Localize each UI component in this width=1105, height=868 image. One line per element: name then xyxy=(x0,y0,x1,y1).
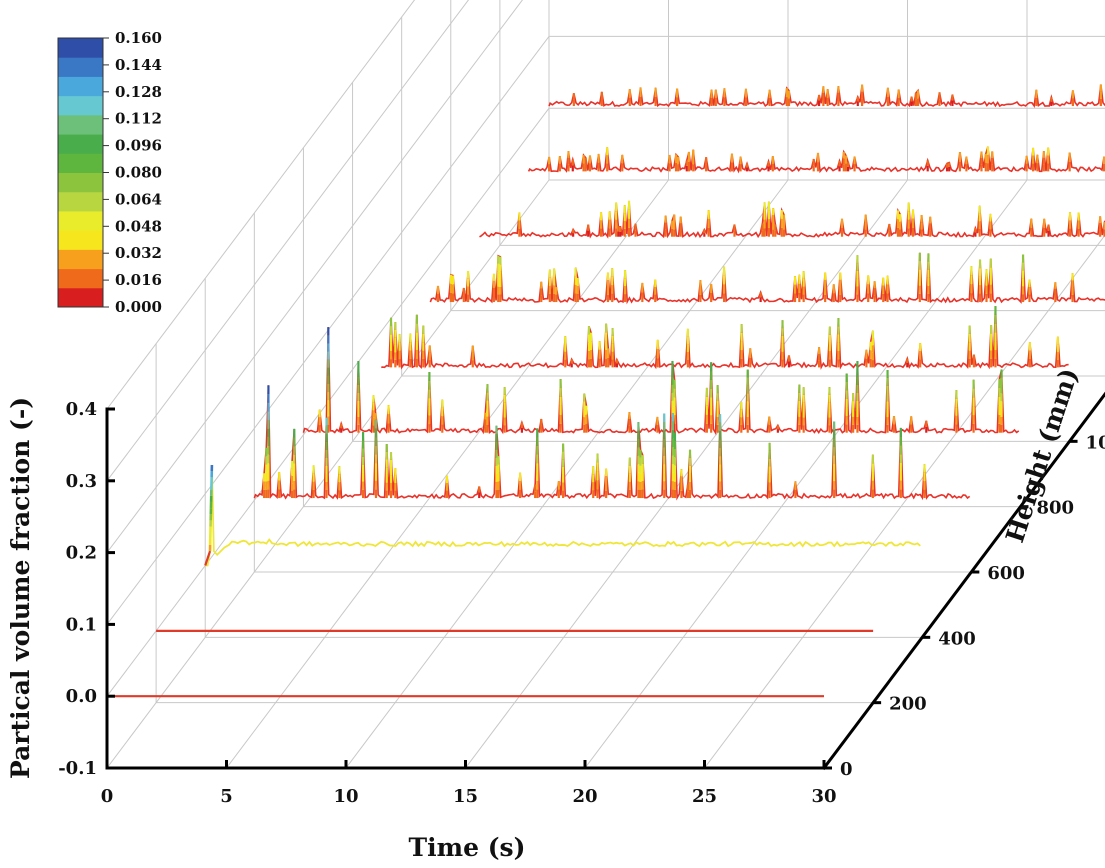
colorbar-label: 0.064 xyxy=(115,190,162,208)
series-600mm xyxy=(253,385,971,501)
series-1200mm xyxy=(429,252,1105,305)
z-tick-label: 800 xyxy=(1036,498,1074,519)
series-layer xyxy=(107,84,1105,698)
x-tick-label: 5 xyxy=(220,786,233,807)
colorbar-swatch xyxy=(58,38,103,58)
x-tick-label: 25 xyxy=(692,786,717,807)
x-tick-label: 30 xyxy=(811,786,836,807)
colorbar-swatch xyxy=(58,249,103,270)
series-1400mm xyxy=(479,200,1105,239)
series-line xyxy=(527,146,1105,174)
series-line xyxy=(479,200,1105,239)
colorbar-swatch xyxy=(58,268,103,289)
z-tick-label: 1000 xyxy=(1086,432,1105,453)
colorbar-swatch xyxy=(58,57,103,77)
series-line xyxy=(205,464,921,567)
series-1000mm xyxy=(381,306,1069,370)
series-line xyxy=(302,327,1020,436)
y-tick-label: 0.0 xyxy=(66,686,97,707)
z-tick-label: 200 xyxy=(889,694,927,715)
z-tick-label: 600 xyxy=(987,563,1025,584)
x-tick-label: 10 xyxy=(333,786,358,807)
colorbar-label: 0.000 xyxy=(115,298,162,316)
colorbar: 0.160 0.144 0.128 0.112 0.096 0.080 0.064 0.048… xyxy=(57,29,162,316)
colorbar-swatch xyxy=(58,191,103,212)
z-axis-title: Height (mm) xyxy=(1000,365,1084,547)
series-400mm xyxy=(204,464,921,567)
x-tick-label: 15 xyxy=(453,786,478,807)
colorbar-swatch xyxy=(58,210,103,231)
y-tick-label: -0.1 xyxy=(58,758,97,779)
y-tick-label: 0.4 xyxy=(66,399,97,420)
colorbar-label: 0.096 xyxy=(115,137,162,155)
y-tick-label: 0.1 xyxy=(66,614,97,635)
grid-layer xyxy=(106,0,1105,770)
colorbar-swatch xyxy=(58,230,103,250)
colorbar-label: 0.128 xyxy=(115,83,162,101)
series-1800mm xyxy=(548,84,1105,108)
colorbar-swatch xyxy=(58,95,103,116)
y-axis-title: Partical volume fraction (-) xyxy=(6,397,35,779)
floor-grid-line xyxy=(823,393,1105,769)
series-line xyxy=(381,306,1069,370)
colorbar-label: 0.112 xyxy=(115,110,162,128)
colorbar-label: 0.048 xyxy=(115,217,162,235)
colorbar-swatch xyxy=(58,76,103,97)
colorbar-label: 0.016 xyxy=(115,271,162,289)
colorbar-label: 0.032 xyxy=(115,244,162,262)
series-line xyxy=(548,84,1105,108)
colorbar-swatch xyxy=(58,134,103,154)
axes-layer: -0.10.00.10.20.30.40 5 10 15 20 25 30020040060… xyxy=(58,391,1105,807)
floor-grid-line xyxy=(345,179,789,769)
series-line xyxy=(253,385,971,501)
z-axis-line xyxy=(821,391,1105,771)
floor-grid-line xyxy=(465,179,908,769)
x-axis-title: Time (s) xyxy=(409,833,526,862)
floor-grid-line xyxy=(226,179,669,769)
colorbar-swatch xyxy=(58,287,103,308)
side-wall-grid-line xyxy=(106,0,470,482)
colorbar-label: 0.080 xyxy=(115,164,162,182)
colorbar-label: 0.160 xyxy=(115,29,162,47)
x-tick-label: 20 xyxy=(572,786,597,807)
side-wall-grid-line xyxy=(106,0,524,553)
floor-grid-line xyxy=(584,179,1028,769)
y-tick-label: 0.2 xyxy=(66,543,97,564)
colorbar-swatch xyxy=(58,114,103,135)
x-tick-label: 0 xyxy=(101,786,114,807)
y-tick-label: 0.3 xyxy=(66,471,97,492)
colorbar-swatch xyxy=(58,153,103,173)
colorbar-swatch xyxy=(58,172,103,193)
colorbar-label: 0.144 xyxy=(115,56,162,74)
z-tick-label: 400 xyxy=(938,628,976,649)
series-1600mm xyxy=(527,146,1105,174)
z-tick-label: 0 xyxy=(840,759,853,780)
series-line xyxy=(429,252,1105,305)
spike-segment xyxy=(204,550,212,566)
